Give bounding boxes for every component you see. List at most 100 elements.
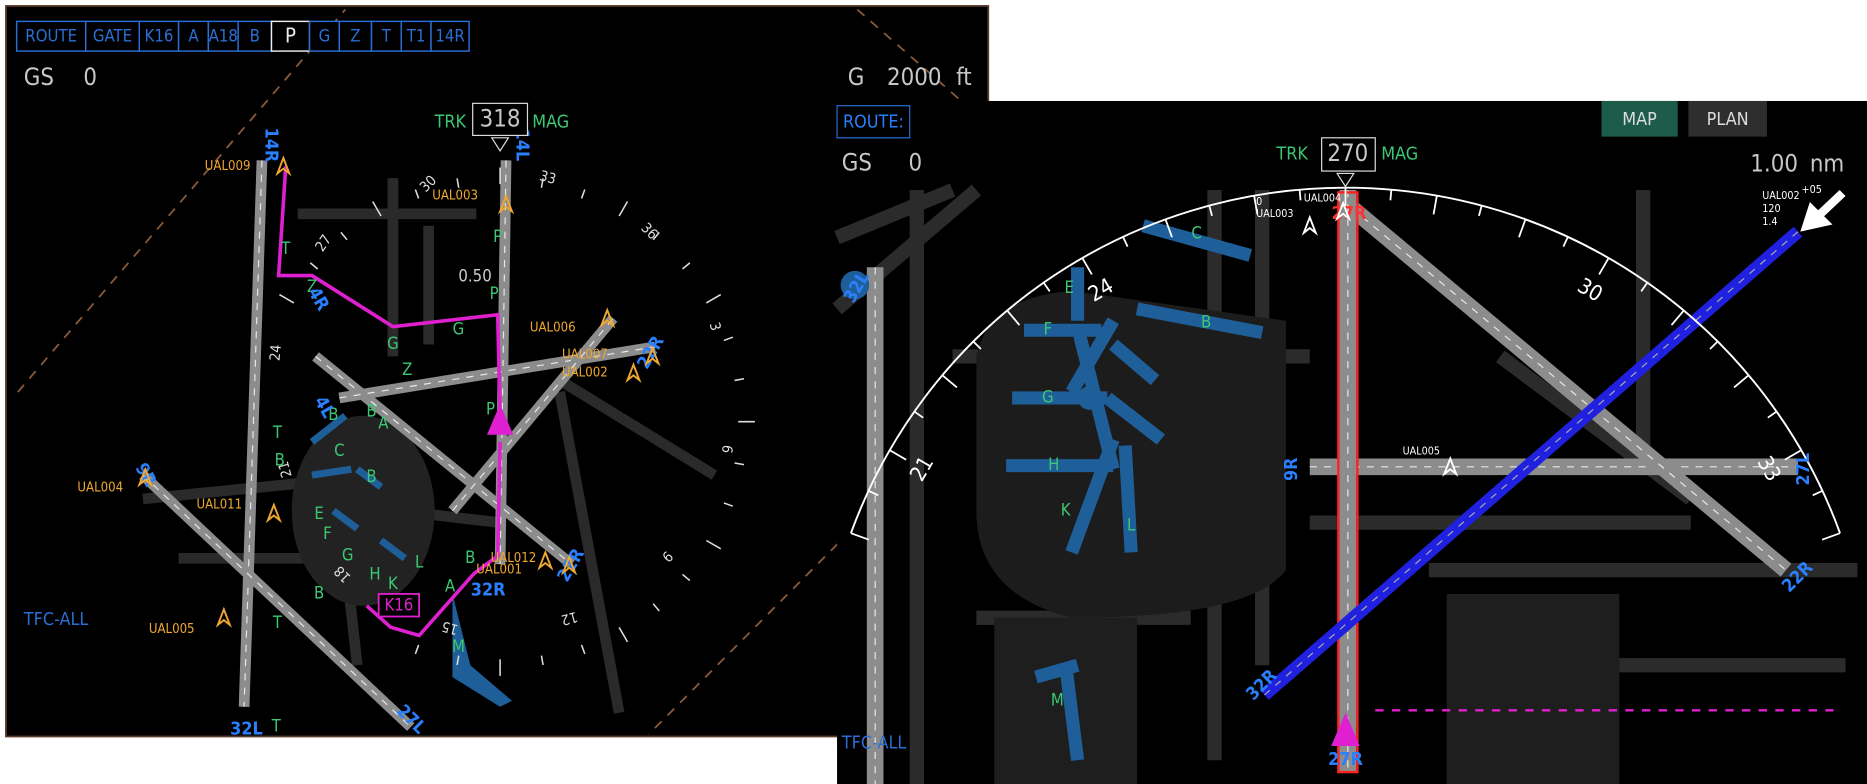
- toolbar-button-label[interactable]: K16: [145, 26, 174, 45]
- gate-label: F: [1043, 320, 1052, 339]
- taxiway-label: T: [272, 423, 283, 442]
- runway-centerline: [315, 355, 572, 565]
- aircraft-icon: [1442, 455, 1459, 477]
- toolbar-button-label[interactable]: T1: [406, 26, 426, 45]
- gate-label: C: [1191, 224, 1201, 243]
- compass-tick: [705, 539, 722, 550]
- runway-end: [840, 270, 870, 300]
- taxiway-label: B: [465, 548, 475, 567]
- compass-tick: [580, 189, 586, 199]
- toolbar-button[interactable]: [207, 20, 239, 52]
- route-box[interactable]: [836, 105, 911, 139]
- toolbar-button[interactable]: [237, 20, 273, 52]
- runway-label: 14R: [260, 128, 281, 163]
- concourse: [1109, 339, 1160, 386]
- compass-label: 21: [276, 459, 296, 479]
- compass-tick: [1821, 532, 1841, 541]
- toolbar-button-label[interactable]: Z: [350, 26, 360, 45]
- compass-tick: [972, 340, 982, 350]
- aircraft-icon: [1301, 214, 1318, 236]
- aircraft-label: UAL004: [77, 481, 123, 496]
- compass-tick: [705, 293, 722, 304]
- taxiway-label: P: [486, 399, 495, 418]
- toolbar-button-label[interactable]: A18: [209, 26, 238, 45]
- compass-tick: [414, 189, 420, 199]
- aircraft-label: UAL009: [205, 159, 251, 174]
- compass-tick: [1598, 257, 1610, 275]
- compass-tick: [1208, 205, 1213, 217]
- compass-tick: [540, 655, 544, 666]
- taxiway-label: F: [323, 524, 332, 543]
- compass-tick: [734, 378, 745, 382]
- map-button-label[interactable]: MAP: [1622, 109, 1657, 130]
- route-label[interactable]: ROUTE:: [843, 111, 904, 132]
- runway-label: 27L: [1793, 453, 1814, 486]
- aircraft-label: UAL006: [530, 320, 576, 335]
- gate-label: G: [1042, 387, 1054, 406]
- compass-tick: [941, 374, 958, 389]
- ownship: [486, 403, 514, 435]
- concourse: [311, 465, 352, 479]
- taxiway-label: T: [272, 613, 283, 632]
- traffic-filter: TFC-ALL: [841, 733, 907, 754]
- toolbar-button-label[interactable]: GATE: [93, 26, 132, 45]
- plan-button-label[interactable]: PLAN: [1707, 109, 1749, 130]
- aircraft-icon: [265, 502, 282, 524]
- gs-value: 0: [908, 148, 922, 176]
- gate-label: E: [1065, 278, 1074, 297]
- toolbar-button-label[interactable]: 14R: [435, 26, 464, 45]
- toolbar-button-label[interactable]: B: [250, 26, 260, 45]
- route-runway-center: [1264, 231, 1799, 696]
- trk-value: 318: [480, 104, 521, 132]
- road: [554, 391, 625, 714]
- compass-label: 27: [313, 232, 335, 255]
- gate-label: B: [1201, 313, 1211, 332]
- compass-tick: [682, 262, 691, 270]
- runway-centerline: [339, 346, 655, 399]
- toolbar-button[interactable]: [138, 20, 180, 52]
- compass-tick: [618, 627, 629, 643]
- trk-ref: MAG: [1381, 143, 1418, 164]
- toolbar-button-label[interactable]: G: [319, 26, 331, 45]
- runway-label: 14L: [512, 129, 533, 162]
- range-value: 1.00: [1750, 150, 1798, 178]
- compass-tick: [1253, 195, 1259, 215]
- taxiway-label: Z: [307, 277, 317, 296]
- aircraft-label: UAL003: [1256, 207, 1293, 220]
- trk-value: 270: [1327, 139, 1368, 167]
- toolbar-button[interactable]: [270, 20, 311, 52]
- range-label: 0.50: [458, 266, 491, 285]
- trk-label: TRK: [1275, 143, 1308, 164]
- toolbar-button[interactable]: [430, 20, 470, 52]
- toolbar-button[interactable]: [15, 20, 87, 52]
- taxiway-label: H: [369, 564, 380, 583]
- alt-unit: ft: [956, 63, 972, 91]
- toolbar-button[interactable]: [370, 20, 402, 52]
- gate-label: L: [1127, 516, 1136, 535]
- map-button[interactable]: [1601, 100, 1678, 137]
- aircraft-label: UAL007: [562, 348, 608, 363]
- compass-tick: [1518, 219, 1527, 238]
- compass-tick: [456, 178, 460, 188]
- toolbar-button-label[interactable]: ROUTE: [25, 26, 77, 45]
- toolbar-button-label[interactable]: A: [188, 26, 199, 45]
- compass-tick: [1709, 340, 1719, 350]
- compass-tick: [1081, 257, 1093, 275]
- plan-button[interactable]: [1688, 100, 1767, 137]
- taxiway-label: T: [271, 716, 282, 735]
- runway-label: 27R: [1328, 749, 1363, 770]
- toolbar-button-label[interactable]: P: [285, 23, 296, 47]
- runway-centerline: [1351, 207, 1787, 571]
- compass-tick: [372, 201, 382, 217]
- taxiway-label: B: [366, 402, 376, 421]
- runway: [448, 314, 618, 515]
- compass-tick: [868, 490, 879, 497]
- toolbar-button[interactable]: [177, 20, 210, 52]
- compass-tick: [618, 201, 629, 217]
- alt-value: 2000: [887, 63, 941, 91]
- trk-box: [472, 102, 529, 137]
- compass-tick: [1122, 236, 1129, 247]
- toolbar-button-label[interactable]: T: [381, 26, 392, 45]
- toolbar-button[interactable]: [85, 20, 141, 52]
